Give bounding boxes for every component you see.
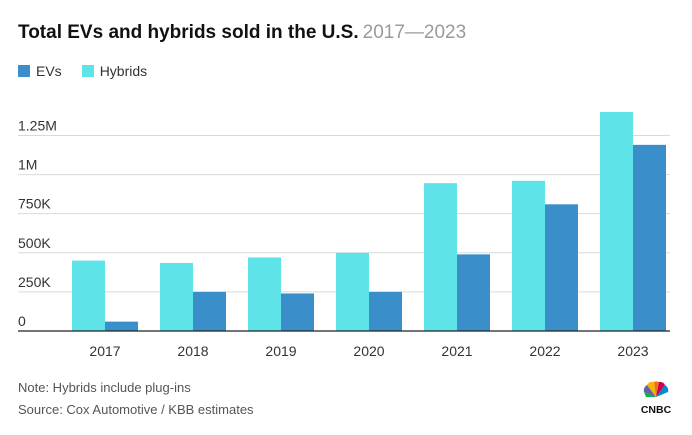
y-tick-label: 750K <box>18 196 51 212</box>
x-tick-label: 2023 <box>617 343 648 359</box>
legend-label-hybrids: Hybrids <box>99 63 148 79</box>
bar-evs <box>193 291 226 331</box>
x-tick-label: 2022 <box>529 343 560 359</box>
y-tick-label: 1M <box>18 157 37 173</box>
x-tick-label: 2020 <box>353 343 384 359</box>
cnbc-peacock-logo: CNBC <box>641 381 672 416</box>
bar-hybrids <box>248 257 281 331</box>
peacock-icon <box>643 381 669 397</box>
bar-hybrids <box>72 260 105 331</box>
y-tick-label: 1.25M <box>18 117 57 133</box>
x-tick-label: 2017 <box>89 343 120 359</box>
y-tick-label: 250K <box>18 274 51 290</box>
chart-title-text: Total EVs and hybrids sold in the U.S. <box>18 22 359 43</box>
bar-chart: 0 250K 500K 750K 1M 1.25M 2017 2018 2019 2020 2021… <box>18 112 670 359</box>
bar-hybrids <box>160 262 193 331</box>
legend-swatch-evs <box>18 65 30 77</box>
x-tick-label: 2018 <box>177 343 208 359</box>
chart-subtitle: 2017—2023 <box>362 22 467 43</box>
bar-evs <box>545 204 578 331</box>
bar-hybrids <box>336 252 369 331</box>
bar-evs <box>633 144 666 331</box>
bar-hybrids <box>512 180 545 331</box>
chart-note: Note: Hybrids include plug-ins <box>18 380 191 395</box>
chart-source: Source: Cox Automotive / KBB estimates <box>18 402 254 417</box>
bar-hybrids <box>600 112 633 331</box>
legend-item-hybrids: Hybrids <box>81 63 148 79</box>
chart-title: Total EVs and hybrids sold in the U.S. 20… <box>18 22 466 44</box>
legend-swatch-hybrids <box>81 65 94 77</box>
legend-label-evs: EVs <box>36 63 62 79</box>
y-tick-label: 500K <box>18 235 51 251</box>
logo-text: CNBC <box>641 404 672 416</box>
y-tick-label: 0 <box>18 313 26 329</box>
bar-evs <box>369 291 402 331</box>
legend-item-evs: EVs <box>18 63 62 79</box>
bar-evs <box>105 321 138 331</box>
x-tick-label: 2019 <box>265 343 296 359</box>
bar-evs <box>281 293 314 331</box>
x-tick-label: 2021 <box>441 343 472 359</box>
bar-hybrids <box>424 183 457 331</box>
chart-legend: EVs Hybrids <box>18 63 167 79</box>
bar-evs <box>457 254 490 331</box>
